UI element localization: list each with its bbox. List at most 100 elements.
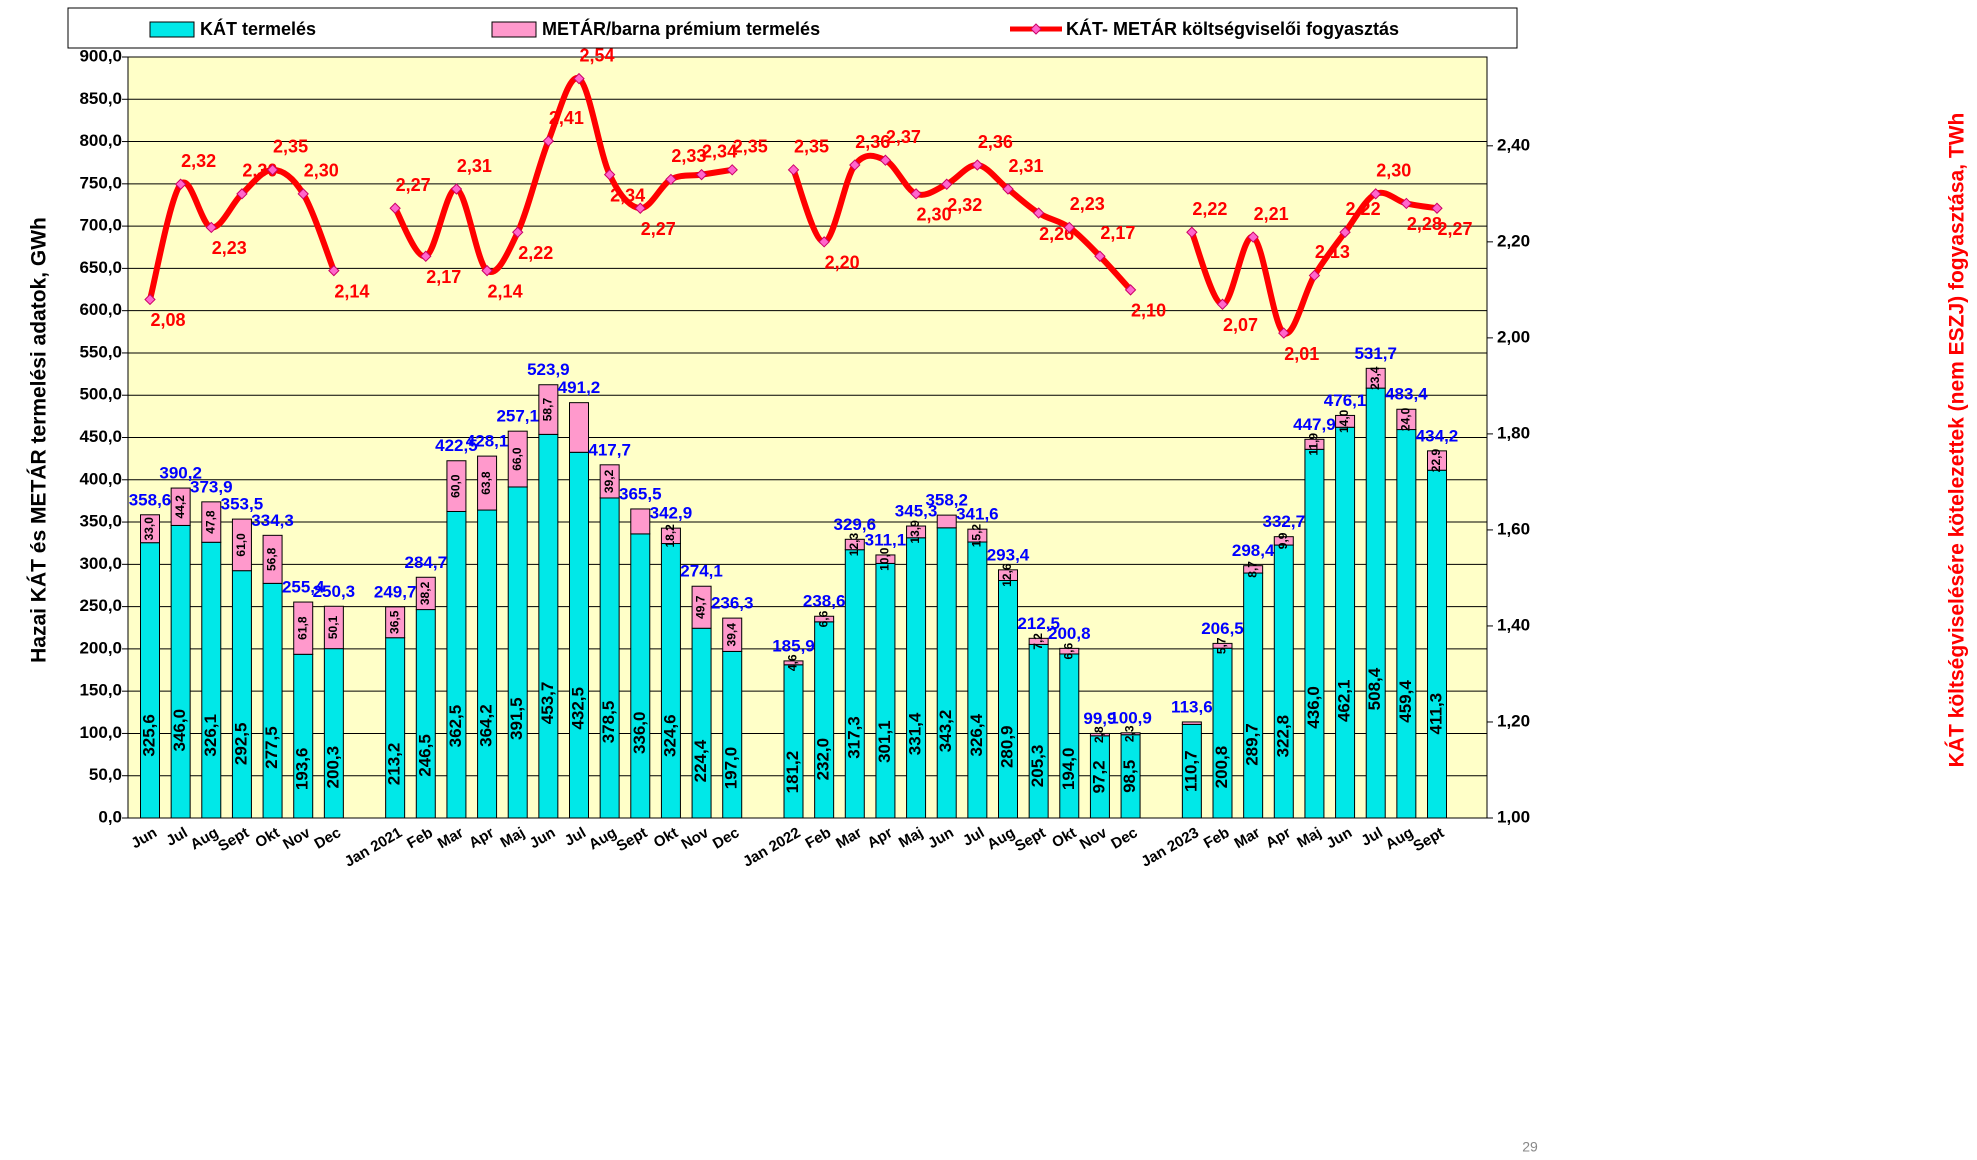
total-label: 255,4 xyxy=(282,578,325,597)
bar-segment xyxy=(1273,544,1294,819)
bar-segment xyxy=(1304,438,1325,450)
bar-segment xyxy=(998,569,1018,581)
total-label: 212,5 xyxy=(1017,614,1060,633)
total-label: 298,4 xyxy=(1232,541,1275,560)
x-tick-label: Jul xyxy=(562,824,589,850)
total-label: 334,3 xyxy=(251,511,294,530)
total-label: 531,7 xyxy=(1354,344,1397,363)
x-tick-label: Maj xyxy=(896,824,926,851)
x-tick-label: Nov xyxy=(280,824,314,853)
bar-segment xyxy=(231,570,252,819)
bar-segment xyxy=(140,514,160,544)
line-marker xyxy=(941,178,953,190)
bar-label: 61,8 xyxy=(295,616,309,640)
x-tick-label: Jun xyxy=(128,824,160,852)
bar-label: 61,0 xyxy=(234,533,248,557)
bar-label: 44,2 xyxy=(173,495,187,519)
bar-label: 322,8 xyxy=(1273,715,1292,758)
bar-segment xyxy=(446,510,467,819)
line-label: 2,27 xyxy=(641,219,676,239)
line-marker xyxy=(1400,197,1413,210)
bar-segment xyxy=(998,579,1018,819)
y-tick-label: 50,0 xyxy=(89,765,122,784)
bar-label: 301,1 xyxy=(875,720,894,763)
total-label: 332,7 xyxy=(1263,512,1306,531)
bar-label: 346,0 xyxy=(170,709,189,752)
line-label: 2,33 xyxy=(671,146,706,166)
bar-label: 197,0 xyxy=(722,747,741,790)
x-tick-label: Okt xyxy=(1049,824,1079,851)
x-tick-label: Jul xyxy=(1358,824,1385,850)
bar-segment xyxy=(140,542,160,819)
legend-label: METÁR/barna prémium termelés xyxy=(542,18,820,39)
legend-label: KÁT termelés xyxy=(200,18,316,39)
bar-label: 22,9 xyxy=(1429,449,1443,473)
bar-segment xyxy=(446,460,467,512)
bar-segment xyxy=(599,497,620,819)
line-marker xyxy=(1247,231,1259,243)
line-marker xyxy=(1370,188,1382,200)
bar-segment xyxy=(722,650,743,819)
bar-segment xyxy=(323,605,344,650)
line-marker xyxy=(174,178,187,190)
line-marker xyxy=(573,72,585,85)
line-label: 2,30 xyxy=(242,161,277,181)
line-marker xyxy=(420,250,432,262)
bar-label: 362,5 xyxy=(446,705,465,748)
line-label: 2,14 xyxy=(334,281,369,301)
line-marker xyxy=(144,293,156,306)
x-tick-label: Maj xyxy=(1294,824,1324,851)
bar-segment xyxy=(967,528,988,543)
total-label: 329,6 xyxy=(834,515,877,534)
bar-label: 317,3 xyxy=(844,716,863,759)
bar-segment xyxy=(660,527,681,545)
line-marker xyxy=(665,173,677,186)
bar-segment xyxy=(906,525,927,539)
line-label: 2,17 xyxy=(426,267,461,287)
line-label: 2,31 xyxy=(1008,156,1043,176)
bar-label: 2,3 xyxy=(1123,725,1137,742)
y-tick-label: 500,0 xyxy=(79,385,122,404)
x-tick-label: Sept xyxy=(1410,824,1447,855)
bar-segment xyxy=(691,585,712,629)
x-tick-label: Maj xyxy=(498,824,528,851)
total-label: 284,7 xyxy=(405,553,448,572)
bar-label: 364,2 xyxy=(477,704,496,747)
bar-label: 325,6 xyxy=(139,714,158,757)
bar-segment xyxy=(1273,536,1294,546)
x-tick-label: Feb xyxy=(803,824,835,852)
total-label: 483,4 xyxy=(1385,385,1428,404)
bar-label: 110,7 xyxy=(1181,750,1200,792)
bar-label: 391,5 xyxy=(507,697,526,740)
x-tick-label: Jan 2023 xyxy=(1138,824,1201,870)
bar-segment xyxy=(415,609,436,819)
bar-segment xyxy=(844,549,865,819)
bar-segment xyxy=(599,464,620,499)
bar-segment xyxy=(538,433,559,819)
total-label: 358,6 xyxy=(129,490,172,509)
total-label: 200,8 xyxy=(1048,624,1091,643)
bar-label: 432,5 xyxy=(568,687,587,730)
y2-tick-label: 2,20 xyxy=(1497,231,1530,250)
line-label: 2,30 xyxy=(304,161,339,181)
line-label: 2,27 xyxy=(396,175,431,195)
total-label: 390,2 xyxy=(159,464,202,483)
bar-segment xyxy=(1365,367,1386,389)
bar-label: 232,0 xyxy=(814,738,833,781)
total-label: 358,2 xyxy=(925,491,968,510)
bar-label: 193,6 xyxy=(293,748,312,791)
line-label: 2,36 xyxy=(855,132,890,152)
legend-marker xyxy=(1030,23,1042,35)
line-label: 2,35 xyxy=(794,137,829,157)
bar-segment xyxy=(415,576,436,611)
bar-label: 200,8 xyxy=(1212,746,1231,789)
bar-segment xyxy=(630,508,651,535)
bar-label: 453,7 xyxy=(538,682,557,725)
total-label: 353,5 xyxy=(221,495,264,514)
line-marker xyxy=(910,188,922,200)
bar-segment xyxy=(507,430,528,488)
y-tick-label: 0,0 xyxy=(98,807,122,826)
bar-segment xyxy=(1243,572,1264,819)
line-label: 2,22 xyxy=(1192,199,1227,219)
